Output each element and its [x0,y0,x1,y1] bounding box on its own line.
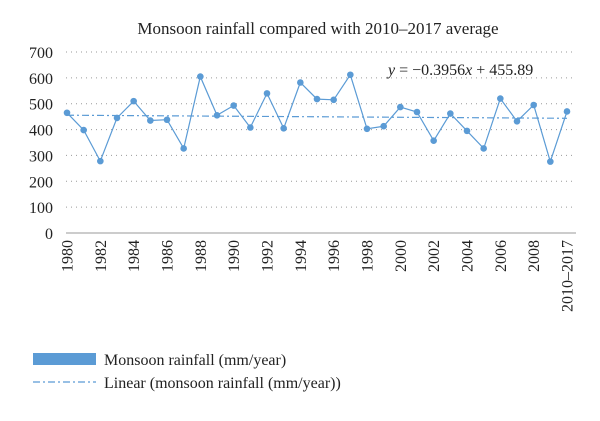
data-point [263,90,271,97]
data-point [280,124,287,132]
data-point [313,95,321,103]
data-point [147,117,154,124]
data-point [297,79,304,86]
data-point [130,97,137,105]
x-tick-label: 1988 [193,240,210,272]
data-point [80,126,87,134]
data-point [397,103,404,111]
x-tick-label: 2008 [526,240,543,272]
data-point [63,109,71,117]
x-tick-label: 2004 [460,240,477,272]
data-point [163,116,171,124]
data-point [230,102,237,109]
data-point [113,114,121,122]
x-tick-label: 1992 [260,240,277,272]
data-point [380,122,387,130]
x-tick-label: 1990 [226,240,243,272]
x-tick-label: 1996 [326,240,343,272]
y-tick-label: 0 [45,226,53,243]
y-tick-label: 200 [29,174,53,191]
data-point [463,127,471,135]
grid-lines [66,51,576,208]
legend-label-trendline: Linear (monsoon rainfall (mm/year)) [104,375,341,392]
data-points [63,71,571,165]
x-tick-label: 2006 [493,240,510,272]
data-point [347,71,354,79]
x-tick-label: 1994 [293,240,310,272]
x-tick-label: 1982 [93,240,110,272]
y-tick-label: 100 [29,200,53,217]
data-point [363,125,371,133]
x-tick-label: 1980 [60,240,77,272]
data-point [413,108,421,116]
y-tick-label: 300 [29,148,53,165]
legend-label-series: Monsoon rainfall (mm/year) [104,352,286,369]
x-tick-label: 1984 [126,240,143,272]
data-point [530,101,537,109]
data-point [513,117,521,125]
data-point [213,112,221,119]
legend-swatch-series [33,353,96,365]
x-tick-label: 1998 [360,240,377,272]
y-tick-label: 700 [29,45,53,62]
legend: Monsoon rainfall (mm/year) Linear (monso… [33,352,341,392]
y-tick-label: 500 [29,97,53,114]
x-tick-label: 2000 [393,240,410,272]
trendline-equation: y = −0.3956x + 455.89 [386,62,533,79]
data-point [247,124,254,131]
trendline [66,114,568,119]
data-point [447,110,454,117]
data-point [563,108,571,115]
data-point [330,96,337,104]
data-point [497,95,504,102]
data-point [180,145,187,152]
y-axis-ticks: 0 100 200 300 400 500 600 700 [29,45,53,243]
data-point [480,145,487,152]
data-point [430,137,437,144]
chart-title: Monsoon rainfall compared with 2010–2017… [137,19,498,38]
x-axis-ticks: 1980 1982 1984 1986 1988 1990 1992 1994 1996 1998… [60,240,577,312]
x-tick-label: 2010–2017 [560,240,577,312]
x-tick-label: 1986 [160,240,177,272]
y-tick-label: 400 [29,123,53,140]
data-point [197,73,204,80]
y-tick-label: 600 [29,71,53,88]
x-tick-label: 2002 [426,240,443,272]
data-point [97,157,104,165]
data-point [547,158,554,165]
